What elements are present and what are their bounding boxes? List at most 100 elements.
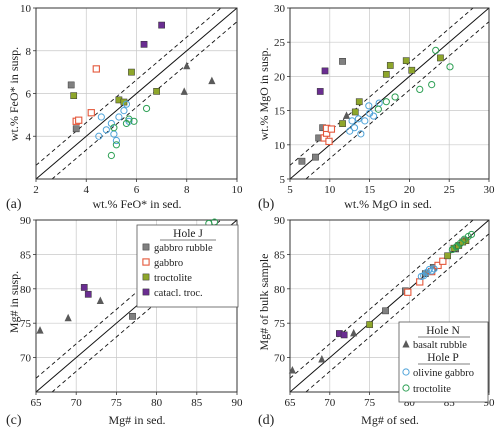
x-tick-label-d: 70 bbox=[324, 397, 336, 409]
x-axis-label-a: wt.% FeO* in sed. bbox=[93, 197, 182, 211]
one-to-one-line-b bbox=[290, 8, 489, 179]
point-troctolite-j-b bbox=[339, 120, 346, 127]
x-tick-label-d: 85 bbox=[444, 397, 456, 409]
data-points-d bbox=[288, 230, 476, 374]
point-gabbro-a bbox=[87, 109, 95, 117]
y-tick-label-d: 80 bbox=[274, 284, 286, 296]
x-tick-label-b: 15 bbox=[364, 184, 376, 196]
point-troctolite-p-a bbox=[142, 104, 151, 113]
point-olivine-gabbro-d bbox=[430, 265, 438, 273]
panel-a: 2 4 6 8 10 4 6 8 10 bbox=[20, 3, 243, 196]
legend-marker-troctolite-p bbox=[402, 384, 410, 392]
point-olivine-gabbro-a bbox=[95, 132, 103, 140]
point-troctolite-j-d bbox=[444, 252, 451, 260]
legend-label-troctolite-j: troctolite bbox=[154, 273, 192, 284]
x-axis-label-b: wt.% MgO in sed. bbox=[344, 197, 432, 211]
y-tick-label-d: 75 bbox=[274, 318, 286, 330]
point-gabbro-rubble-b bbox=[312, 153, 319, 161]
point-catacl-troc-c bbox=[84, 290, 92, 298]
panel-d: 65 70 75 80 85 90 70 75 80 85 90 bbox=[274, 215, 496, 409]
point-troctolite-p-b bbox=[416, 85, 424, 93]
point-troctolite-p-d bbox=[453, 242, 461, 250]
point-basalt-rubble-d bbox=[350, 328, 358, 337]
y-tick-label-c: 80 bbox=[20, 284, 32, 296]
point-gabbro-rubble-a bbox=[67, 81, 75, 89]
point-gabbro-rubble-c bbox=[129, 312, 136, 320]
point-troctolite-j-b bbox=[355, 98, 363, 106]
point-troctolite-j-a bbox=[153, 88, 160, 95]
point-troctolite-j-b bbox=[382, 70, 390, 78]
point-olivine-gabbro-b bbox=[354, 115, 363, 123]
plot-frame-d bbox=[289, 219, 490, 393]
point-gabbro-a bbox=[92, 65, 100, 73]
y-axis-label-c: Mg# in susp. bbox=[7, 271, 21, 333]
point-gabbro-rubble-d bbox=[382, 307, 389, 315]
y-tick-label-d: 90 bbox=[274, 215, 286, 227]
point-catacl-troc-a bbox=[140, 40, 148, 48]
y-tick-label-b: 20 bbox=[274, 71, 286, 83]
point-olivine-gabbro-a bbox=[97, 113, 105, 121]
y-tick-label-b: 25 bbox=[274, 37, 286, 49]
x-tick-label-c: 80 bbox=[151, 397, 163, 409]
lower-bound-line-a bbox=[51, 21, 237, 179]
legend-marker-catacl-troc bbox=[142, 288, 150, 296]
point-troctolite-p-a bbox=[110, 124, 118, 132]
legend-heading-hole-n: Hole N bbox=[426, 325, 460, 337]
point-gabbro-b bbox=[327, 125, 336, 133]
x-tick-label-a: 8 bbox=[184, 184, 190, 196]
point-troctolite-j-d bbox=[366, 321, 373, 328]
point-olivine-gabbro-b bbox=[348, 117, 356, 125]
point-catacl-troc-d bbox=[340, 331, 348, 339]
legend-marker-basalt-rubble bbox=[402, 340, 410, 348]
x-tick-label-b: 25 bbox=[444, 184, 456, 196]
point-catacl-troc-a bbox=[158, 21, 165, 29]
point-olivine-gabbro-b bbox=[357, 130, 365, 138]
data-points-b bbox=[298, 46, 454, 165]
point-olivine-gabbro-d bbox=[428, 267, 436, 275]
point-troctolite-p-b bbox=[374, 105, 382, 113]
point-troctolite-j-a bbox=[70, 92, 78, 99]
point-basalt-rubble-c bbox=[36, 326, 44, 334]
point-gabbro-rubble-a bbox=[72, 125, 80, 133]
lower-bound-line-b bbox=[305, 21, 489, 179]
point-troctolite-p-b bbox=[382, 98, 390, 106]
point-basalt-rubble-c bbox=[64, 313, 72, 322]
legend-marker-troctolite-j bbox=[142, 273, 150, 281]
x-tick-label-b: 5 bbox=[287, 184, 293, 196]
y-tick-label-d: 70 bbox=[274, 353, 286, 365]
x-tick-label-c: 75 bbox=[111, 397, 123, 409]
point-gabbro-b bbox=[325, 137, 333, 146]
panel-label-a: (a) bbox=[6, 197, 22, 212]
legend-label-olivine-gabbro: olivine gabbro bbox=[413, 368, 474, 379]
point-troctolite-j-b bbox=[437, 54, 444, 62]
upper-bound-line-d bbox=[290, 220, 474, 379]
point-troctolite-j-b bbox=[408, 66, 416, 74]
point-olivine-gabbro-b bbox=[365, 102, 373, 110]
x-tick-label-b: 10 bbox=[324, 184, 336, 196]
x-tick-label-a: 4 bbox=[84, 184, 90, 196]
point-basalt-rubble-a bbox=[180, 87, 188, 95]
legend-marker-gabbro-rubble bbox=[142, 243, 150, 251]
point-troctolite-p-b bbox=[446, 63, 454, 71]
y-tick-label-b: 10 bbox=[274, 140, 286, 152]
y-tick-label-b: 5 bbox=[280, 174, 286, 186]
y-tick-label-a: 8 bbox=[26, 46, 32, 58]
legend-marker-olivine-gabbro bbox=[402, 368, 410, 376]
upper-bound-line-a bbox=[36, 8, 222, 166]
point-olivine-gabbro-a bbox=[112, 136, 121, 145]
point-basalt-rubble-d bbox=[288, 365, 296, 374]
point-olivine-gabbro-b bbox=[369, 112, 378, 120]
point-catacl-troc-c bbox=[80, 284, 88, 291]
x-tick-label-d: 90 bbox=[484, 397, 496, 409]
point-basalt-rubble-b bbox=[342, 111, 351, 119]
legend-hole-j-items bbox=[142, 243, 150, 296]
panel-label-c: (c) bbox=[6, 413, 22, 428]
point-troctolite-p-d bbox=[467, 230, 476, 239]
legend-label-gabbro-rubble: gabbro rubble bbox=[154, 243, 213, 254]
point-gabbro-rubble-b bbox=[339, 58, 346, 65]
x-tick-label-d: 65 bbox=[285, 397, 297, 409]
point-gabbro-a bbox=[75, 116, 83, 124]
y-tick-label-d: 85 bbox=[274, 249, 286, 261]
point-olivine-gabbro-b bbox=[361, 117, 369, 125]
